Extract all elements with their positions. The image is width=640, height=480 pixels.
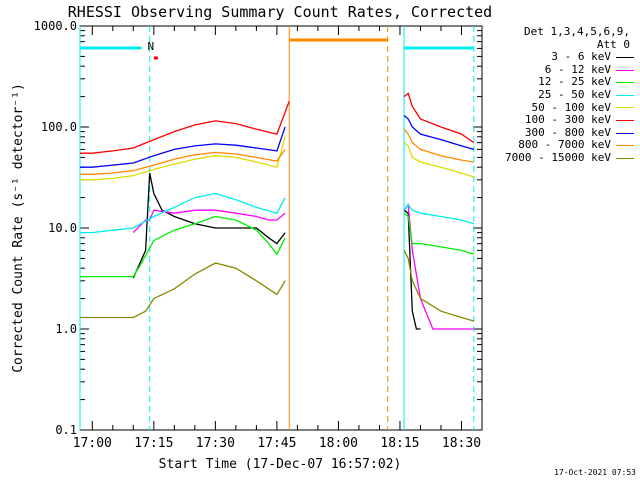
legend-label: 50 - 100 keV [531,100,611,114]
legend-header-line-1: Det 1,3,4,5,6,9, [524,25,630,38]
legend-swatch [616,145,634,147]
series-line-12-25-kev [403,212,474,255]
x-tick-label: 17:30 [196,436,235,451]
legend-label: 25 - 50 keV [538,87,611,101]
legend-entry: 25 - 50 keV [488,87,636,102]
legend-swatch [616,82,634,84]
legend-swatch [616,119,634,121]
legend-label: 7000 - 15000 keV [505,150,611,164]
series-line-6-12-kev [132,209,286,234]
plot-frame [79,25,483,431]
chart-title: RHESSI Observing Summary Count Rates, Co… [68,3,492,21]
y-tick-label: 0.1 [55,423,77,437]
series-line-50-100-kev [80,136,286,181]
series-line-50-100-kev [403,142,475,178]
legend-swatch [616,107,634,109]
legend-label: 100 - 300 keV [524,113,611,127]
y-tick-label: 10.0 [48,221,77,235]
x-tick-label: 17:15 [134,436,173,451]
series-line-800-7000-kev [80,149,286,175]
legend-label: 3 - 6 keV [551,50,611,64]
legend-entry: 3 - 6 keV [488,51,636,64]
y-axis-label: Corrected Count Rate (s⁻¹ detector⁻¹) [11,83,26,373]
series-line-25-50-kev [80,192,286,234]
legend-entry: 100 - 300 keV [488,114,636,127]
footer-timestamp: 17-Oct-2021 07:53 [554,468,636,477]
legend-label: 800 - 7000 keV [518,138,611,152]
series-line-300-800-kev [80,126,286,168]
legend-label: 12 - 25 keV [538,75,611,89]
legend-label: 300 - 800 keV [524,125,611,139]
night-label: N [148,40,155,53]
x-axis-label: Start Time (17-Dec-07 16:57:02) [159,457,402,472]
legend-entry: 50 - 100 keV [488,100,636,115]
legend-entry: 7000 - 15000 keV [488,150,636,165]
series-line-3-6-kev [132,172,286,279]
series-line-7000-15000-kev [403,250,474,322]
legend-swatch [616,157,634,159]
series-line-7000-15000-kev [80,262,286,319]
series-line-100-300-kev [80,100,290,154]
x-tick-label: 18:00 [319,436,358,451]
x-tick-label: 18:15 [380,436,419,451]
legend-swatch [616,69,634,71]
series-line-6-12-kev [403,202,474,330]
legend-entry: 300 - 800 keV [488,125,636,140]
legend-header-line-2: Att 0 [596,37,630,51]
legend-entry: 800 - 7000 keV [488,139,636,152]
x-tick-label: 17:00 [73,436,112,451]
y-tick-label: 100.0 [41,120,77,134]
legend-swatch [616,56,634,58]
series-line-800-7000-kev [403,128,474,163]
y-tick-label: 1000.0 [34,19,77,33]
series-line-3-6-kev [403,209,421,330]
series-line-25-50-kev [403,203,474,225]
x-tick-label: 18:30 [442,436,481,451]
legend-entry: 6 - 12 keV [488,62,636,77]
legend: Det 1,3,4,5,6,9, Att 0 3 - 6 keV 6 - 12 k… [488,25,636,165]
y-tick-label: 1.0 [55,322,77,336]
legend-swatch [616,94,634,96]
legend-label: 6 - 12 keV [544,62,611,76]
series-line-300-800-kev [403,115,474,151]
series-line-12-25-kev [80,215,286,278]
legend-swatch [616,132,634,134]
series-line-100-300-kev [403,92,475,144]
x-tick-label: 17:45 [257,436,296,451]
legend-entry: 12 - 25 keV [488,76,636,89]
